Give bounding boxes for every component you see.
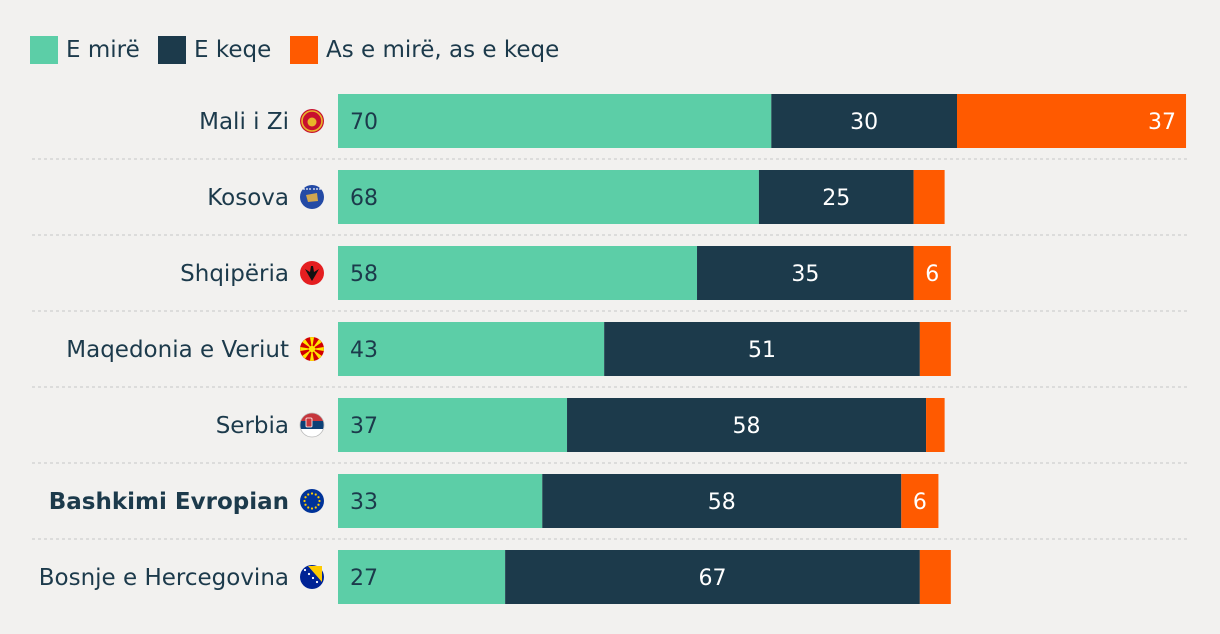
- data-label: 58: [733, 414, 761, 439]
- data-label: 51: [748, 338, 776, 363]
- bar-segment-1: [542, 474, 902, 528]
- data-label: 67: [698, 566, 726, 591]
- bar-segment-2: [919, 322, 951, 376]
- bar-segment-0: [338, 94, 772, 148]
- serbia-flag-icon: [299, 412, 325, 438]
- bar-row: Serbia 37 58: [32, 386, 1188, 452]
- bar-row: Kosova 68 25: [32, 158, 1188, 224]
- data-label: 25: [822, 186, 850, 211]
- bosnia-flag-icon: [300, 565, 324, 589]
- category-label: Serbia: [216, 413, 289, 439]
- data-label: 6: [925, 262, 939, 287]
- north-macedonia-flag-icon: [300, 337, 324, 361]
- albania-flag-icon: [300, 261, 324, 285]
- bar-segment-1: [505, 550, 920, 604]
- category-label: Maqedonia e Veriut: [66, 337, 289, 363]
- bar-segment-2: [957, 94, 1187, 148]
- bar-segment-0: [338, 170, 759, 224]
- legend-swatch-1: [158, 36, 186, 64]
- bar-segment-0: [338, 246, 698, 300]
- legend-label-2: As e mirë, as e keqe: [326, 37, 559, 63]
- data-label: 37: [350, 414, 378, 439]
- bar-row: Maqedonia e Veriut 43 51: [32, 310, 1188, 376]
- legend: E mirë E keqe As e mirë, as e keqe: [30, 36, 559, 64]
- bar-segment-1: [758, 170, 914, 224]
- bar-segment-0: [338, 322, 605, 376]
- bar-segment-2: [913, 246, 951, 300]
- montenegro-flag-icon: [300, 109, 324, 133]
- bar-segment-1: [567, 398, 927, 452]
- bar-segment-2: [926, 398, 945, 452]
- kosovo-flag-icon: [300, 185, 324, 209]
- bar-segment-0: [338, 550, 506, 604]
- bar-segment-2: [913, 170, 945, 224]
- data-label: 35: [791, 262, 819, 287]
- legend-label-0: E mirë: [66, 37, 140, 63]
- bar-row: Mali i Zi 70 30 37: [199, 94, 1187, 148]
- data-label: 37: [1148, 110, 1176, 135]
- category-label: Mali i Zi: [199, 109, 289, 135]
- bar-segment-2: [919, 550, 951, 604]
- bar-segment-0: [338, 474, 543, 528]
- data-label: 27: [350, 566, 378, 591]
- legend-label-1: E keqe: [194, 37, 271, 63]
- category-label: Shqipëria: [180, 261, 289, 287]
- bar-row: Shqipëria 58 35 6: [32, 234, 1188, 300]
- data-label: 58: [350, 262, 378, 287]
- bar-segment-2: [901, 474, 939, 528]
- bar-row: Bashkimi Evropian 33 58 6: [32, 462, 1188, 528]
- category-label: Kosova: [207, 185, 289, 211]
- bar-segment-1: [604, 322, 920, 376]
- data-label: 30: [850, 110, 878, 135]
- data-label: 6: [913, 490, 927, 515]
- data-label: 70: [350, 110, 378, 135]
- eu-flag-icon: [300, 489, 324, 513]
- bar-segment-0: [338, 398, 568, 452]
- legend-swatch-2: [290, 36, 318, 64]
- data-label: 33: [350, 490, 378, 515]
- data-label: 43: [350, 338, 378, 363]
- bar-segment-1: [697, 246, 914, 300]
- data-label: 68: [350, 186, 378, 211]
- bar-segment-1: [771, 94, 957, 148]
- legend-swatch-0: [30, 36, 58, 64]
- bar-row: Bosnje e Hercegovina 27 67: [32, 538, 1188, 604]
- category-label: Bosnje e Hercegovina: [39, 565, 289, 591]
- data-label: 58: [708, 490, 736, 515]
- category-label: Bashkimi Evropian: [49, 489, 289, 515]
